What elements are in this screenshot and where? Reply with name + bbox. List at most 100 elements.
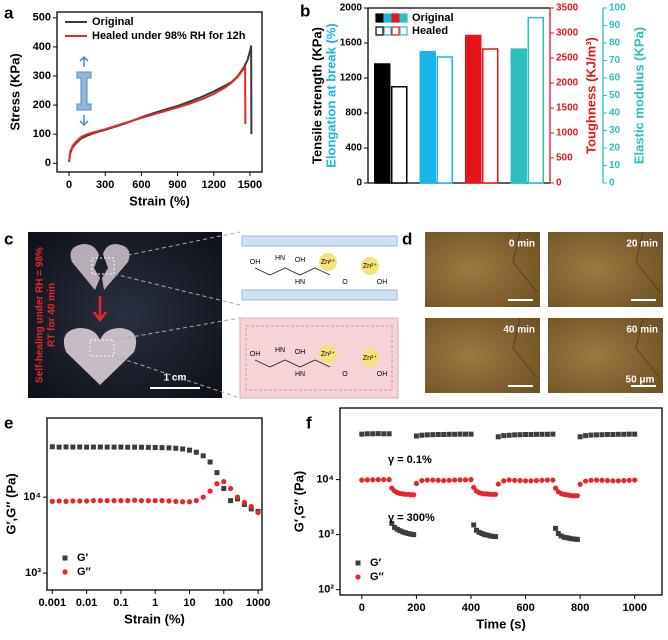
- y-tick-label: 2000: [556, 78, 579, 89]
- data-point: [228, 485, 234, 492]
- data-point: [90, 444, 96, 450]
- data-point: [214, 481, 220, 487]
- data-point: [386, 477, 392, 483]
- data-point: [111, 444, 117, 450]
- bar: [436, 56, 453, 184]
- data-point: [394, 526, 400, 532]
- data-point: [173, 498, 179, 504]
- connector: [113, 317, 241, 341]
- data-point: [104, 498, 110, 504]
- data-point: [517, 477, 523, 484]
- crack: [512, 231, 538, 293]
- data-point: [370, 477, 376, 483]
- x-tick-label: 1000: [246, 597, 270, 609]
- y-tick-label: 100: [609, 3, 626, 14]
- x-tick-label: 0: [66, 179, 72, 191]
- x-tick-label: 100: [215, 597, 233, 609]
- data-point: [550, 477, 556, 483]
- data-point: [566, 535, 572, 541]
- data-point: [200, 453, 206, 459]
- data-point: [599, 477, 605, 483]
- y-tick-label: 0: [356, 178, 362, 189]
- x-tick-label: 600: [516, 602, 534, 614]
- annotation: γ = 0.1%: [388, 454, 432, 466]
- data-point: [381, 477, 387, 483]
- data-point: [604, 477, 611, 484]
- data-point: [84, 498, 90, 504]
- zn-ion: [319, 345, 337, 363]
- legend-swatch: [355, 560, 361, 566]
- data-line: [68, 64, 247, 162]
- data-point: [375, 431, 381, 437]
- y-tick-label: 60: [609, 73, 621, 84]
- chem-label: Zn²⁺: [321, 351, 336, 358]
- data-point: [441, 431, 447, 437]
- y-tick-label: 300: [33, 70, 51, 82]
- legend-swatch: [391, 26, 400, 36]
- data-point: [544, 477, 550, 483]
- y-tick-label: 2000: [340, 3, 363, 14]
- y-tick-label: 90: [609, 20, 621, 31]
- data-point: [118, 444, 124, 450]
- micrograph: [425, 232, 540, 307]
- data-point: [615, 478, 621, 484]
- y-tick-label: 3500: [556, 3, 579, 14]
- data-point: [604, 431, 610, 437]
- data-point: [214, 470, 220, 476]
- data-point: [544, 431, 550, 437]
- data-point: [125, 498, 131, 504]
- data-point: [125, 444, 131, 450]
- legend-swatch: [399, 13, 408, 23]
- chem-label: OH: [377, 371, 388, 378]
- x-axis-label: Strain (%): [129, 193, 190, 208]
- data-point: [56, 444, 62, 450]
- micrograph: [548, 318, 663, 393]
- data-point: [482, 532, 488, 538]
- data-point: [512, 432, 518, 438]
- micrograph: [425, 318, 540, 393]
- data-point: [408, 531, 414, 537]
- data-point: [56, 498, 62, 504]
- y-tick-label: 3000: [556, 28, 579, 39]
- data-point: [569, 536, 575, 542]
- x-tick-label: 800: [571, 602, 589, 614]
- zn-ion: [319, 253, 337, 271]
- time-label: 20 min: [626, 239, 658, 250]
- y-tick-label: 10: [609, 160, 621, 171]
- data-point: [441, 477, 447, 484]
- legend-swatch: [375, 26, 384, 36]
- legend-swatch: [355, 574, 361, 580]
- data-point: [582, 478, 589, 484]
- x-tick-label: 1500: [238, 179, 262, 191]
- data-point: [572, 536, 578, 542]
- data-point: [132, 444, 138, 450]
- data-line: [68, 45, 253, 162]
- legend-label: Healed: [412, 25, 448, 37]
- chem-label: O: [342, 371, 348, 378]
- chem-label: OH: [295, 349, 306, 356]
- data-point: [389, 520, 395, 526]
- data-point: [574, 536, 580, 542]
- data-point: [145, 444, 151, 450]
- y-tick-label: 100: [33, 128, 51, 140]
- data-point: [490, 533, 496, 539]
- time-label: 0 min: [509, 239, 535, 250]
- chem-label: OH: [250, 259, 261, 266]
- data-point: [463, 431, 469, 437]
- y-axis-label: G′,G″ (Pa): [291, 471, 306, 532]
- data-point: [200, 494, 206, 500]
- data-point: [583, 433, 589, 439]
- y-tick-label: 10²: [318, 584, 334, 596]
- data-point: [435, 477, 441, 483]
- legend-swatch: [375, 13, 384, 23]
- data-point: [70, 498, 76, 504]
- data-point: [558, 533, 564, 539]
- data-point: [471, 522, 477, 528]
- data-point: [610, 431, 616, 437]
- y-tick-label: 40: [609, 108, 621, 119]
- data-point: [528, 478, 534, 484]
- data-point: [626, 431, 632, 437]
- schematic-top-bar: [241, 235, 398, 247]
- data-point: [411, 492, 417, 498]
- data-point: [221, 479, 227, 485]
